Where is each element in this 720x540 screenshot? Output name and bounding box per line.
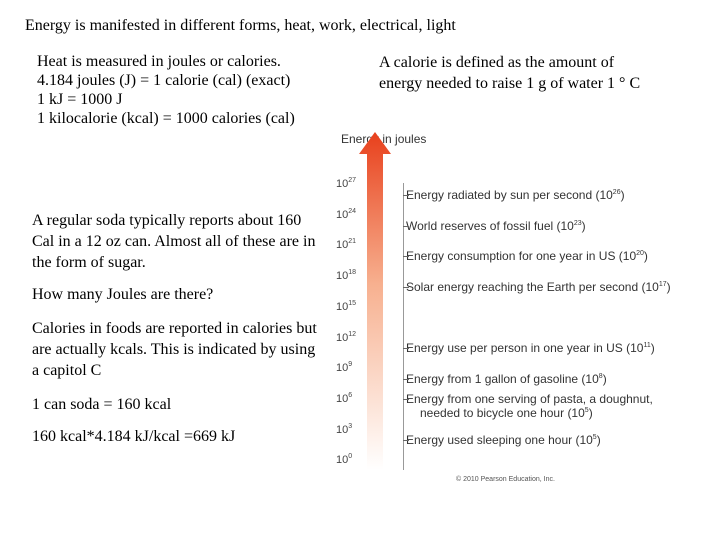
axis-tick-label: 1027 [336,177,357,190]
definition-line: energy needed to raise 1 g of water 1 ° … [379,75,641,92]
axis-tick-label: 100 [336,453,353,466]
energy-annotation: Energy radiated by sun per second (1026) [403,188,625,202]
axis-tick-label: 106 [336,392,353,405]
energy-annotation: Solar energy reaching the Earth per seco… [403,280,671,294]
definition-line: Heat is measured in joules or calories. [37,53,281,70]
unit-definitions: Heat is measured in joules or calories. … [37,52,295,128]
energy-annotation: Energy from one serving of pasta, a doug… [403,392,653,406]
axis-tick-label: 109 [336,361,353,374]
axis-tick-label: 1024 [336,208,357,221]
energy-annotation: Energy from 1 gallon of gasoline (108) [403,372,607,386]
conversion-equation: 160 kcal*4.184 kJ/kcal =669 kJ [32,428,236,445]
definition-line: 4.184 joules (J) = 1 calorie (cal) (exac… [37,72,291,89]
axis-tick-label: 103 [336,423,353,436]
definition-line: A calorie is defined as the amount of [379,54,615,71]
energy-arrow-icon [359,132,391,470]
soda-equation: 1 can soda = 160 kcal [32,396,172,413]
calorie-definition: A calorie is defined as the amount of en… [379,52,640,94]
slide-title: Energy is manifested in different forms,… [25,17,456,34]
definition-line: 1 kilocalorie (kcal) = 1000 calories (ca… [37,110,295,127]
axis-tick-label: 1015 [336,300,357,313]
soda-paragraph: A regular soda typically reports about 1… [32,212,316,271]
energy-annotation: Energy used sleeping one hour (105) [403,433,601,447]
energy-annotation: World reserves of fossil fuel (1023) [403,219,586,233]
question: How many Joules are there? [32,286,214,303]
energy-annotation: Energy use per person in one year in US … [403,341,655,355]
food-calorie-paragraph: Calories in foods are reported in calori… [32,320,317,379]
energy-annotation: needed to bicycle one hour (105) [420,406,593,420]
axis-tick-label: 1012 [336,331,357,344]
axis-tick-label: 1021 [336,238,357,251]
axis-tick-label: 1018 [336,269,357,282]
annotation-rule [403,183,404,470]
figure-title: Energy in joules [341,132,427,146]
copyright-credit: © 2010 Pearson Education, Inc. [456,476,555,483]
definition-line: 1 kJ = 1000 J [37,91,123,108]
energy-annotation: Energy consumption for one year in US (1… [403,249,648,263]
